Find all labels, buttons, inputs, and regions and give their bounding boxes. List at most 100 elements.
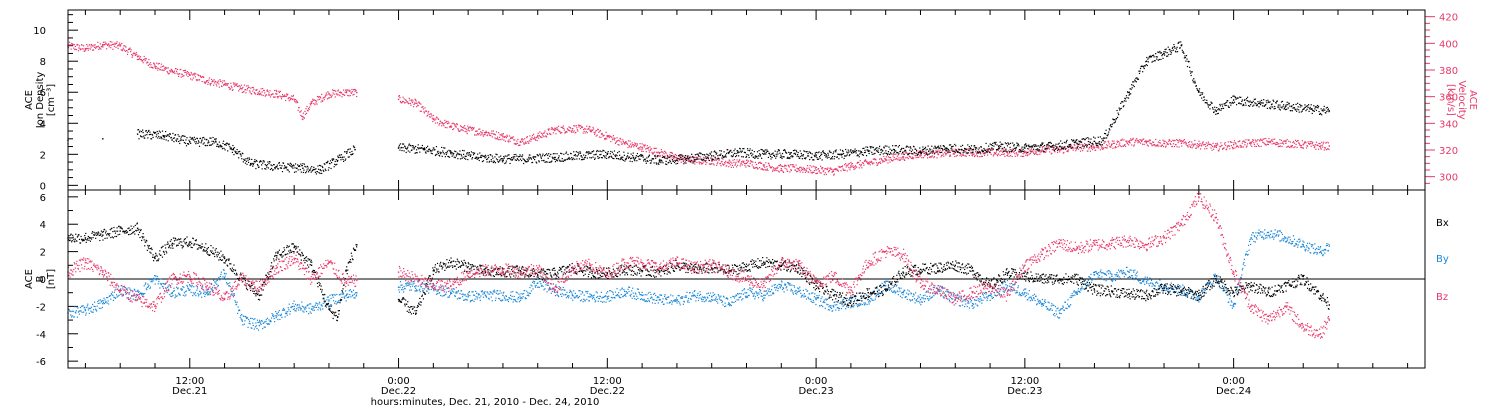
- data-point: [136, 133, 139, 135]
- data-dot: [312, 169, 314, 171]
- data-dot: [304, 172, 307, 174]
- data-dot: [808, 171, 810, 173]
- data-dot: [1217, 112, 1219, 114]
- data-dot: [1175, 144, 1177, 146]
- data-dot: [611, 136, 613, 138]
- data-dot: [1191, 147, 1193, 149]
- data-dot: [935, 147, 938, 149]
- data-dot: [1273, 100, 1275, 102]
- data-dot: [206, 138, 208, 141]
- data-point: [432, 287, 435, 290]
- data-dot: [1198, 88, 1201, 90]
- data-dot: [1265, 103, 1267, 106]
- data-dot: [814, 167, 816, 169]
- data-dot: [422, 106, 424, 108]
- data-dot: [1310, 104, 1312, 106]
- data-dot: [314, 168, 316, 171]
- data-dot: [269, 96, 272, 98]
- data-dot: [1173, 146, 1176, 148]
- b-y-tick-label: -2: [36, 302, 46, 313]
- data-dot: [467, 125, 469, 127]
- data-dot: [320, 97, 322, 99]
- data-dot: [154, 66, 156, 68]
- data-dot: [431, 150, 433, 152]
- data-dot: [770, 167, 773, 169]
- data-dot: [821, 168, 823, 170]
- data-dot: [808, 151, 810, 153]
- data-dot: [634, 160, 636, 162]
- data-dot: [872, 163, 874, 165]
- data-dot: [584, 128, 586, 130]
- data-dot: [1054, 145, 1056, 147]
- data-dot: [215, 138, 217, 140]
- data-dot: [580, 155, 582, 157]
- data-dot: [873, 158, 875, 160]
- data-dot: [855, 152, 857, 154]
- data-dot: [942, 149, 944, 151]
- data-dot: [973, 153, 975, 155]
- data-dot: [1113, 118, 1116, 121]
- data-dot: [948, 155, 951, 157]
- data-dot: [674, 156, 676, 158]
- data-dot: [587, 153, 589, 155]
- data-dot: [412, 145, 415, 147]
- data-dot: [471, 158, 473, 160]
- data-dot: [237, 151, 239, 153]
- data-dot: [1205, 145, 1207, 148]
- data-dot: [300, 163, 302, 165]
- data-dot: [440, 120, 442, 122]
- data-dot: [461, 129, 463, 131]
- data-dot: [1111, 123, 1113, 125]
- data-dot: [413, 148, 415, 150]
- data-dot: [517, 138, 519, 141]
- data-dot: [905, 146, 907, 148]
- data-dot: [927, 153, 929, 155]
- data-dot: [1015, 152, 1017, 154]
- data-dot: [219, 144, 222, 146]
- data-dot: [599, 129, 601, 132]
- data-dot: [658, 161, 660, 163]
- data-dot: [547, 154, 549, 156]
- data-dot: [1206, 99, 1208, 102]
- data-dot: [714, 159, 716, 161]
- data-dot: [728, 166, 730, 168]
- data-dot: [1202, 92, 1204, 94]
- data-dot: [186, 71, 189, 73]
- data-dot: [892, 160, 894, 162]
- data-dot: [1242, 103, 1244, 106]
- data-point: [571, 294, 574, 297]
- data-dot: [142, 129, 144, 131]
- data-dot: [1002, 143, 1004, 146]
- data-point: [154, 65, 156, 67]
- data-dot: [308, 107, 310, 110]
- data-dot: [849, 154, 851, 156]
- data-dot: [948, 144, 951, 146]
- data-dot: [1269, 141, 1272, 143]
- data-dot: [861, 167, 863, 169]
- data-dot: [208, 79, 210, 81]
- data-dot: [203, 76, 205, 79]
- data-dot: [1294, 146, 1296, 148]
- data-dot: [277, 96, 279, 98]
- data-dot: [175, 70, 178, 72]
- data-dot: [243, 158, 245, 160]
- data-dot: [981, 149, 983, 151]
- data-dot: [306, 169, 308, 171]
- data-dot: [739, 148, 741, 150]
- data-dot: [814, 152, 816, 154]
- data-point: [780, 167, 782, 170]
- data-dot: [1156, 145, 1158, 147]
- data-dot: [1073, 147, 1075, 149]
- data-dot: [1209, 143, 1212, 146]
- data-dot: [399, 100, 402, 103]
- data-dot: [614, 137, 616, 139]
- data-dot: [588, 127, 590, 129]
- data-dot: [881, 159, 883, 161]
- data-dot: [501, 133, 503, 135]
- data-dot: [1027, 145, 1029, 147]
- data-dot: [626, 143, 629, 145]
- data-dot: [609, 135, 611, 138]
- data-dot: [866, 149, 868, 151]
- data-dot: [544, 130, 546, 132]
